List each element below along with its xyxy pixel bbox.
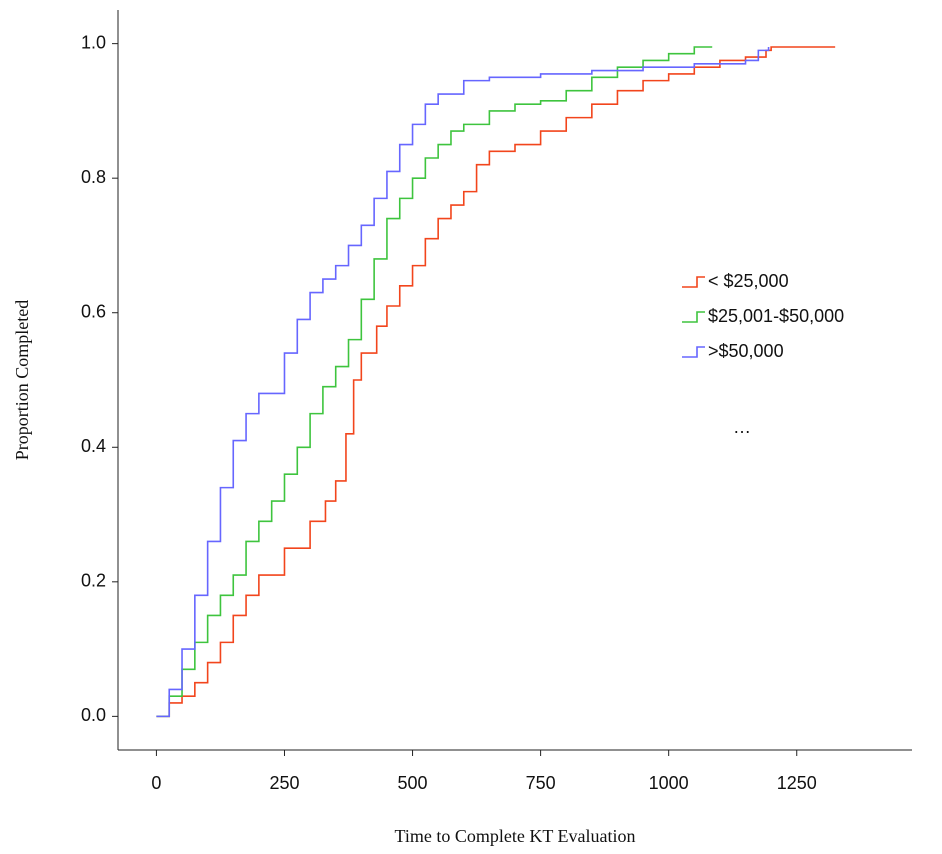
annotation: … [733, 417, 751, 437]
y-tick-label: 0.4 [81, 436, 106, 456]
y-tick-label: 0.0 [81, 705, 106, 725]
y-tick-label: 1.0 [81, 32, 106, 52]
x-tick-label: 500 [398, 773, 428, 793]
x-tick-label: 250 [269, 773, 299, 793]
x-tick-label: 0 [151, 773, 161, 793]
legend-label: < $25,000 [708, 271, 789, 291]
x-axis-title: Time to Complete KT Evaluation [395, 826, 636, 846]
x-tick-label: 750 [526, 773, 556, 793]
legend-swatch [682, 346, 705, 358]
step-line [156, 46, 713, 718]
y-tick-label: 0.2 [81, 571, 106, 591]
x-tick-label: 1000 [649, 773, 689, 793]
y-tick-label: 0.8 [81, 167, 106, 187]
step-line [156, 46, 836, 718]
legend-swatch [682, 276, 705, 288]
legend-swatch [682, 311, 705, 323]
step-line [156, 47, 770, 718]
legend-label: $25,001-$50,000 [708, 306, 844, 326]
legend-label: >$50,000 [708, 341, 784, 361]
x-tick-label: 1250 [777, 773, 817, 793]
y-axis-title: Proportion Completed [12, 300, 32, 461]
y-tick-label: 0.6 [81, 301, 106, 321]
